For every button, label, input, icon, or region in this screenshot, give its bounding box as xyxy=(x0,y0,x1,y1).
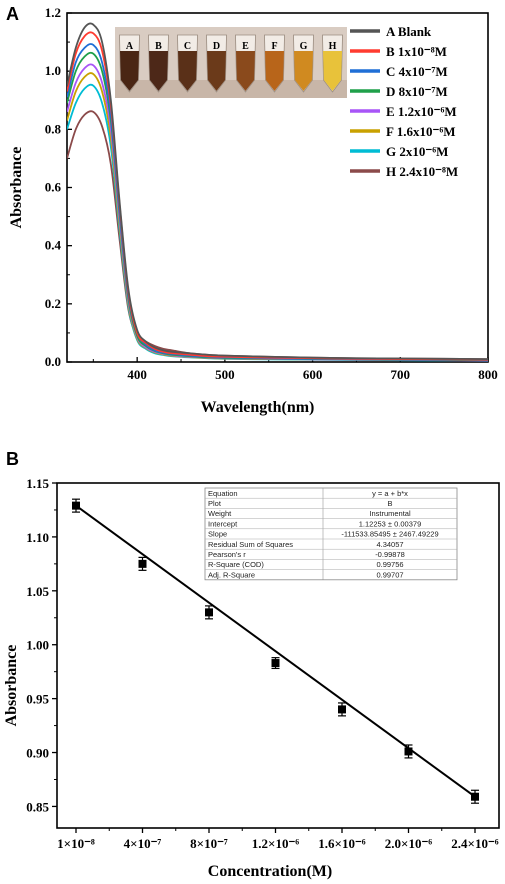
y-tick-label: 1.05 xyxy=(26,584,49,599)
vial-label: C xyxy=(184,41,191,52)
panel-label: B xyxy=(6,449,19,469)
inset-photo: A B C D E F G H xyxy=(115,27,347,98)
fit-table-key: Equation xyxy=(208,489,238,498)
vial-label: H xyxy=(329,41,337,52)
fit-table-value: 0.99756 xyxy=(376,560,403,569)
panel-b: B 0.85 0.90 0.95 1.00 1.05 1.10 1.15 1×10⁻⁸ 4×10⁻… xyxy=(3,449,500,880)
fit-table: Equation y = a + b*x Plot B Weight Instrument… xyxy=(204,487,458,581)
y-tick-label: 0.95 xyxy=(26,692,49,707)
y-tick-label: 1.0 xyxy=(45,63,61,78)
vial-liquid xyxy=(265,51,284,91)
series-line xyxy=(67,22,488,360)
legend-entry: C 4x10⁻⁷M xyxy=(386,64,448,79)
fit-table-key: Pearson's r xyxy=(208,550,246,559)
data-point xyxy=(271,659,280,668)
x-tick-label: 2.0×10⁻⁶ xyxy=(385,836,433,851)
data-point xyxy=(138,559,147,568)
legend-entry: D 8x10⁻⁷M xyxy=(386,84,448,99)
y-tick-label: 0.2 xyxy=(45,296,61,311)
vial-label: E xyxy=(242,41,249,52)
data-point xyxy=(205,608,213,617)
vial-liquid xyxy=(149,51,168,91)
x-axis-label: Wavelength(nm) xyxy=(201,399,315,416)
legend-entry: E 1.2x10⁻⁶M xyxy=(386,104,457,119)
x-tick-label: 2.4×10⁻⁶ xyxy=(451,836,499,851)
fit-table-key: Slope xyxy=(208,530,227,539)
legend-entry: A Blank xyxy=(386,24,432,39)
vial-label: G xyxy=(300,41,308,52)
legend: A Blank B 1x10⁻⁸M C 4x10⁻⁷M D 8x10⁻⁷M E 1.2x… xyxy=(348,20,476,184)
fit-table-value: 4.34057 xyxy=(376,540,403,549)
vial-liquid xyxy=(178,51,197,91)
y-tick-label: 1.00 xyxy=(26,638,49,653)
vial-label: A xyxy=(126,41,134,52)
vial-label: B xyxy=(155,41,162,52)
y-axis-label: Absorbance xyxy=(8,147,25,229)
x-tick-label: 1.2×10⁻⁶ xyxy=(252,836,300,851)
inset-table-surface xyxy=(115,80,347,98)
fit-table-value: -111533.85495 ± 2467.49229 xyxy=(341,530,438,539)
fit-table-value: 1.12253 ± 0.00379 xyxy=(359,519,422,528)
y-tick-label: 0.0 xyxy=(45,354,61,369)
y-tick-label: 1.10 xyxy=(26,530,49,545)
vial-label: D xyxy=(213,41,220,52)
panel-a: A 0.0 0.2 0.4 0.6 0.8 1.0 1.2 400 500 600 700 800 Wav… xyxy=(6,4,498,416)
fit-table-value: Instrumental xyxy=(369,509,411,518)
fit-table-value: -0.99878 xyxy=(375,550,405,559)
fit-table-border xyxy=(204,487,458,581)
data-point xyxy=(404,747,413,756)
vial-liquid xyxy=(323,51,342,91)
legend-entry: H 2.4x10⁻⁸M xyxy=(386,164,458,179)
fit-table-value: 0.99707 xyxy=(376,570,403,579)
curves xyxy=(67,22,488,362)
panel-label: A xyxy=(6,4,19,24)
x-tick-label: 4×10⁻⁷ xyxy=(124,836,162,851)
y-tick-label: 0.8 xyxy=(45,121,62,136)
fit-table-key: R-Square (COD) xyxy=(208,560,264,569)
y-tick-label: 1.15 xyxy=(26,476,49,491)
legend-entry: B 1x10⁻⁸M xyxy=(386,44,447,59)
vial-liquid xyxy=(120,51,139,91)
vial-liquid xyxy=(207,51,226,91)
x-tick-label: 500 xyxy=(215,367,235,382)
data-point xyxy=(338,705,346,714)
x-tick-label: 8×10⁻⁷ xyxy=(190,836,228,851)
y-tick-label: 1.2 xyxy=(45,5,61,20)
x-tick-label: 800 xyxy=(478,367,498,382)
y-tick-label: 0.6 xyxy=(45,180,62,195)
y-tick-label: 0.4 xyxy=(45,238,62,253)
x-tick-label: 600 xyxy=(303,367,323,382)
y-tick-label: 0.85 xyxy=(26,799,49,814)
fit-table-key: Residual Sum of Squares xyxy=(208,540,293,549)
plot-frame xyxy=(56,482,500,829)
y-axis-label: Absorbance xyxy=(3,645,20,727)
vial-label: F xyxy=(271,41,277,52)
x-tick-label: 1.6×10⁻⁶ xyxy=(318,836,366,851)
x-axis-label: Concentration(M) xyxy=(208,863,332,880)
vial-liquid xyxy=(294,51,313,91)
fit-table-key: Intercept xyxy=(208,519,238,528)
x-tick-label: 400 xyxy=(127,367,147,382)
vial-liquid xyxy=(236,51,255,91)
x-tick-label: 1×10⁻⁸ xyxy=(57,836,95,851)
fit-table-key: Weight xyxy=(208,509,232,518)
fit-table-value: B xyxy=(387,499,392,508)
data-point xyxy=(471,792,479,801)
y-tick-label: 0.90 xyxy=(26,746,49,761)
legend-entry: G 2x10⁻⁶M xyxy=(386,144,448,159)
fit-table-key: Adj. R-Square xyxy=(208,570,255,579)
legend-entry: F 1.6x10⁻⁶M xyxy=(386,124,456,139)
fit-table-key: Plot xyxy=(208,499,222,508)
legend-background xyxy=(348,20,476,184)
data-point xyxy=(72,501,80,510)
fit-table-value: y = a + b*x xyxy=(372,489,408,498)
x-tick-label: 700 xyxy=(391,367,411,382)
